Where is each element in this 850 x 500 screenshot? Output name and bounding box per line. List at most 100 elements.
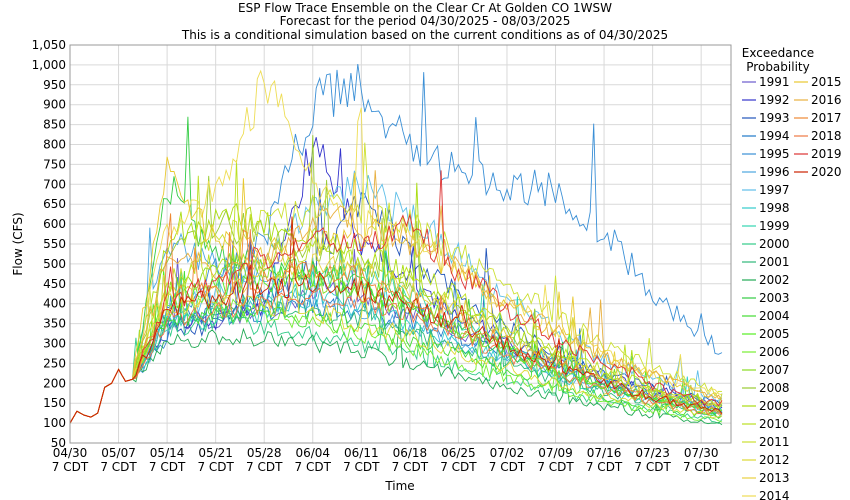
x-tick-label-time: 7 CDT [489, 460, 526, 474]
y-tick-label: 450 [43, 277, 66, 291]
x-tick-label-date: 05/14 [150, 446, 185, 460]
x-tick-label-time: 7 CDT [100, 460, 137, 474]
x-tick-label-time: 7 CDT [149, 460, 186, 474]
legend-label-2014: 2014 [759, 489, 790, 500]
legend-title-line-2: Probability [746, 60, 809, 74]
legend-label-1996: 1996 [759, 165, 790, 179]
legend-label-2006: 2006 [759, 345, 790, 359]
series-line-2017 [69, 213, 723, 424]
x-tick-label-time: 7 CDT [343, 460, 380, 474]
y-tick-label: 300 [43, 337, 66, 351]
series-line-2004 [69, 270, 723, 424]
series-line-2015 [69, 156, 723, 424]
x-tick-label-date: 06/11 [344, 446, 379, 460]
series-line-2016 [69, 170, 723, 424]
x-tick-label-date: 05/07 [101, 446, 136, 460]
y-tick-label: 600 [43, 217, 66, 231]
y-tick-label: 200 [43, 376, 66, 390]
x-tick-label-time: 7 CDT [683, 460, 720, 474]
legend-label-2009: 2009 [759, 399, 790, 413]
series-lines [69, 63, 723, 426]
legend-label-2004: 2004 [759, 309, 790, 323]
x-tick-label-date: 07/23 [635, 446, 670, 460]
y-tick-label: 400 [43, 297, 66, 311]
series-line-2020 [69, 216, 723, 424]
y-tick-label: 950 [43, 78, 66, 92]
legend-title-line-1: Exceedance [742, 46, 814, 60]
y-tick-label: 750 [43, 157, 66, 171]
legend-label-2010: 2010 [759, 417, 790, 431]
legend-label-1993: 1993 [759, 111, 790, 125]
y-tick-label: 50 [51, 436, 66, 450]
x-tick-label-time: 7 CDT [392, 460, 429, 474]
y-tick-label: 1,000 [32, 58, 66, 72]
y-tick-label: 350 [43, 317, 66, 331]
grid-lines [69, 44, 731, 444]
y-tick-label: 100 [43, 416, 66, 430]
y-tick-label: 650 [43, 197, 66, 211]
x-tick-label-date: 07/16 [587, 446, 622, 460]
legend-label-2015: 2015 [811, 75, 842, 89]
legend-label-2017: 2017 [811, 111, 842, 125]
legend-label-2007: 2007 [759, 363, 790, 377]
chart-title: ESP Flow Trace Ensemble on the Clear Cr … [181, 1, 668, 42]
series-line-2009 [69, 182, 723, 424]
series-line-2001 [69, 244, 723, 424]
y-tick-label: 800 [43, 138, 66, 152]
x-tick-label-time: 7 CDT [246, 460, 283, 474]
x-tick-label-date: 05/28 [247, 446, 282, 460]
legend-label-2000: 2000 [759, 237, 790, 251]
legend-label-1998: 1998 [759, 201, 790, 215]
plot-border [69, 44, 732, 444]
x-tick-label-date: 06/25 [441, 446, 476, 460]
x-tick-label-date: 06/04 [295, 446, 330, 460]
legend-label-2005: 2005 [759, 327, 790, 341]
y-tick-label: 700 [43, 177, 66, 191]
legend-label-1994: 1994 [759, 129, 790, 143]
legend-label-2008: 2008 [759, 381, 790, 395]
series-line-1991 [69, 240, 723, 424]
y-tick-label: 900 [43, 98, 66, 112]
legend-label-2011: 2011 [759, 435, 790, 449]
x-tick-label-date: 04/30 [53, 446, 88, 460]
x-axis-title: Time [384, 479, 414, 493]
y-tick-label: 150 [43, 396, 66, 410]
title-line-1: ESP Flow Trace Ensemble on the Clear Cr … [238, 1, 612, 15]
legend-label-1999: 1999 [759, 219, 790, 233]
legend-label-2018: 2018 [811, 129, 842, 143]
series-line-2000 [69, 271, 723, 424]
x-tick-label-time: 7 CDT [52, 460, 89, 474]
legend-label-2002: 2002 [759, 273, 790, 287]
legend-label-1992: 1992 [759, 93, 790, 107]
series-line-2002 [69, 316, 723, 426]
legend-label-2013: 2013 [759, 471, 790, 485]
y-axis-ticks: 50 100 150 200 250 300 350 400 450 500 550 600 650 70… [32, 38, 66, 450]
title-line-2: Forecast for the period 04/30/2025 - 08/… [280, 14, 571, 28]
x-tick-label-time: 7 CDT [537, 460, 574, 474]
legend-label-2016: 2016 [811, 93, 842, 107]
y-tick-label: 1,050 [32, 38, 66, 52]
y-axis-title: Flow (CFS) [11, 212, 25, 275]
x-tick-label-time: 7 CDT [197, 460, 234, 474]
legend-label-1995: 1995 [759, 147, 790, 161]
legend-items: 1991 1992 1993 1994 1995 1996 1997 1998 1999 2000… [742, 75, 842, 500]
x-tick-label-time: 7 CDT [634, 460, 671, 474]
x-tick-label-date: 07/09 [538, 446, 573, 460]
y-tick-label: 550 [43, 237, 66, 251]
x-tick-label-time: 7 CDT [440, 460, 477, 474]
legend-label-2019: 2019 [811, 147, 842, 161]
legend-label-1997: 1997 [759, 183, 790, 197]
y-tick-label: 850 [43, 118, 66, 132]
x-tick-label-date: 07/02 [490, 446, 525, 460]
legend-label-2001: 2001 [759, 255, 790, 269]
y-tick-label: 250 [43, 356, 66, 370]
legend-label-2012: 2012 [759, 453, 790, 467]
series-line-2012 [69, 264, 723, 424]
legend: Exceedance Probability 19911992199319941… [742, 46, 842, 500]
title-line-3: This is a conditional simulation based o… [181, 28, 668, 42]
series-line-2018 [69, 229, 723, 424]
series-line-1993 [69, 188, 723, 424]
x-tick-label-date: 06/18 [393, 446, 428, 460]
